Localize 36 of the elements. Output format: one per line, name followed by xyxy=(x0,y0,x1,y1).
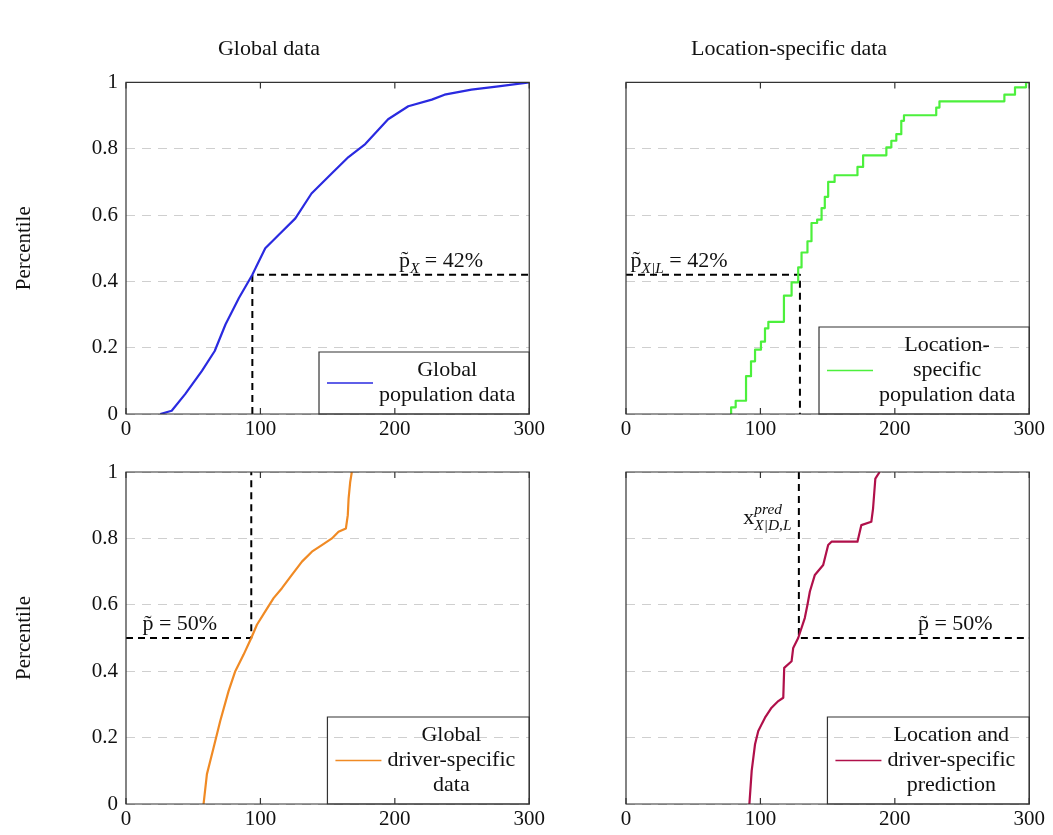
y-tick-label: 0.2 xyxy=(91,724,118,749)
y-axis-title: Percentile xyxy=(11,206,36,291)
x-tick-label: 200 xyxy=(879,416,911,441)
y-tick-label: 0.4 xyxy=(91,267,119,292)
annotation: p̃ = 50% xyxy=(142,610,218,635)
y-tick-label: 1 xyxy=(107,68,118,93)
x-tick-label: 100 xyxy=(744,416,777,441)
y-tick-label: 0.8 xyxy=(91,135,118,160)
y-axis-title: Percentile xyxy=(11,596,36,680)
x-tick-label: 0 xyxy=(620,416,632,441)
y-tick-label: 0.4 xyxy=(91,657,119,682)
y-tick-label: 0.6 xyxy=(91,201,118,226)
y-tick-label: 0.6 xyxy=(91,591,118,616)
x-tick-label: 300 xyxy=(513,806,545,831)
chart-title: Location-specific data xyxy=(690,34,888,60)
x-tick-label: 200 xyxy=(379,806,411,831)
x-tick-label: 100 xyxy=(744,806,777,831)
x-tick-label: 300 xyxy=(1013,416,1045,441)
x-tick-label: 100 xyxy=(244,806,277,831)
y-tick-label: 0 xyxy=(107,790,118,815)
x-tick-label: 0 xyxy=(620,806,632,831)
annotation: p̃ = 50% xyxy=(917,610,993,635)
chart-title: Global data xyxy=(217,34,321,60)
x-tick-label: 200 xyxy=(879,806,911,831)
legend-label: Global population data xyxy=(379,356,516,407)
x-tick-label: 300 xyxy=(513,416,545,441)
x-tick-label: 300 xyxy=(1013,806,1045,831)
text: Location-specific population data xyxy=(879,331,1016,407)
x-tick-label: 100 xyxy=(244,416,277,441)
y-tick-label: 0.2 xyxy=(91,334,118,359)
x-tick-label: 200 xyxy=(379,416,411,441)
y-tick-label: 0 xyxy=(107,400,118,425)
text: Global driver-specific data xyxy=(387,721,516,797)
legend-label: Location and driver-specific prediction xyxy=(887,721,1016,797)
y-tick-label: 1 xyxy=(107,458,118,483)
y-tick-label: 0.8 xyxy=(91,524,118,549)
